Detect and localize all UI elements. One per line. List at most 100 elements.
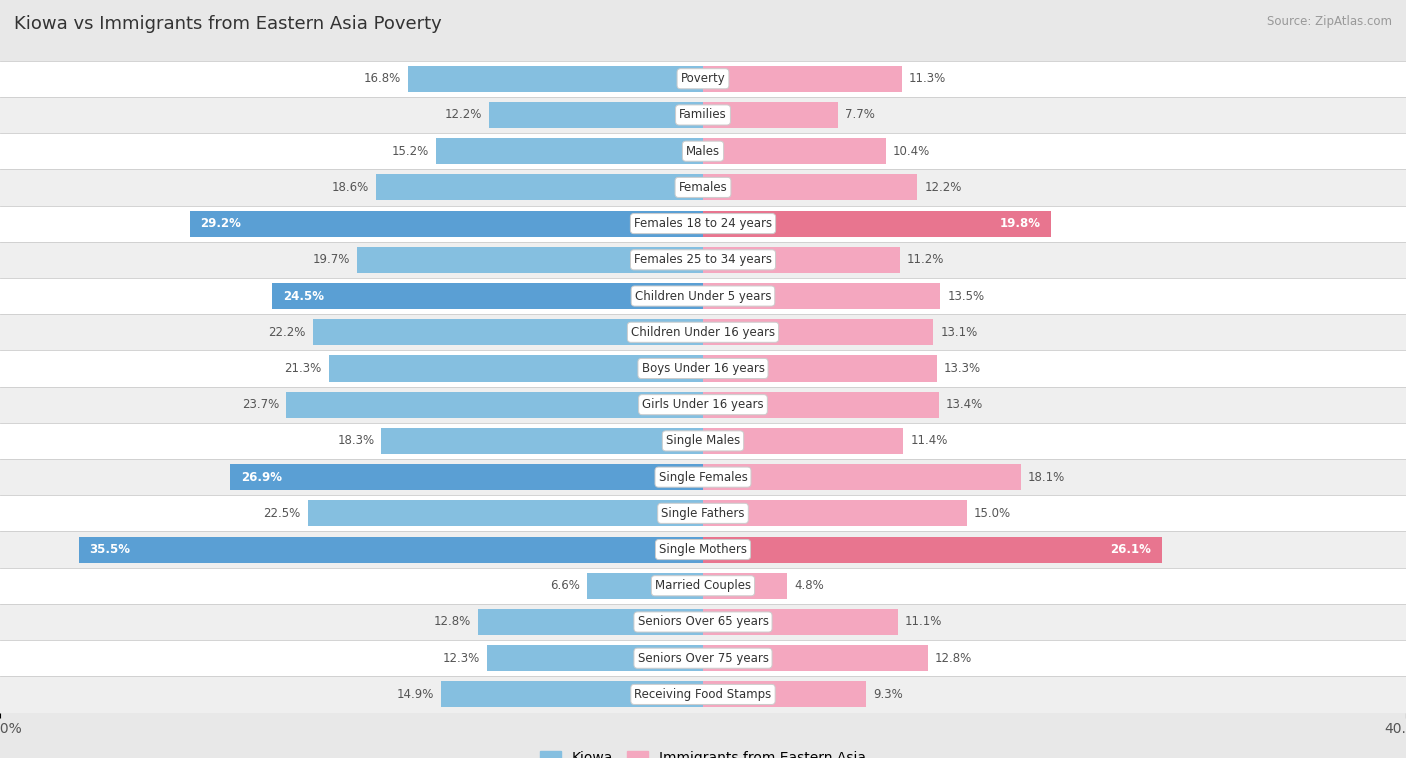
Text: Males: Males xyxy=(686,145,720,158)
Bar xyxy=(703,283,941,309)
Bar xyxy=(287,392,703,418)
Text: 12.8%: 12.8% xyxy=(434,615,471,628)
Text: 15.2%: 15.2% xyxy=(392,145,429,158)
Bar xyxy=(0,568,1406,604)
Text: 11.2%: 11.2% xyxy=(907,253,945,266)
Bar xyxy=(79,537,703,562)
Text: Females 25 to 34 years: Females 25 to 34 years xyxy=(634,253,772,266)
Text: 13.4%: 13.4% xyxy=(945,398,983,411)
Text: Single Males: Single Males xyxy=(666,434,740,447)
Text: 18.1%: 18.1% xyxy=(1028,471,1066,484)
Bar xyxy=(703,392,939,418)
Text: 6.6%: 6.6% xyxy=(550,579,581,592)
Bar xyxy=(0,459,1406,495)
Bar xyxy=(357,247,703,273)
Bar xyxy=(231,464,703,490)
Text: 19.7%: 19.7% xyxy=(312,253,350,266)
Bar xyxy=(703,319,934,346)
Bar xyxy=(703,428,904,454)
Text: 24.5%: 24.5% xyxy=(283,290,323,302)
Text: Females 18 to 24 years: Females 18 to 24 years xyxy=(634,217,772,230)
Bar xyxy=(0,495,1406,531)
Text: Families: Families xyxy=(679,108,727,121)
Bar xyxy=(478,609,703,635)
Bar xyxy=(0,676,1406,713)
Text: Single Mothers: Single Mothers xyxy=(659,543,747,556)
Text: 14.9%: 14.9% xyxy=(396,688,434,701)
Bar xyxy=(0,604,1406,640)
Text: 13.3%: 13.3% xyxy=(943,362,981,375)
Text: Single Fathers: Single Fathers xyxy=(661,507,745,520)
Bar xyxy=(0,314,1406,350)
Bar xyxy=(0,61,1406,97)
Text: Females: Females xyxy=(679,181,727,194)
Text: 26.9%: 26.9% xyxy=(240,471,281,484)
Bar xyxy=(0,387,1406,423)
Text: 10.4%: 10.4% xyxy=(893,145,929,158)
Bar xyxy=(441,681,703,707)
Text: Seniors Over 65 years: Seniors Over 65 years xyxy=(637,615,769,628)
Text: 12.8%: 12.8% xyxy=(935,652,972,665)
Bar xyxy=(0,640,1406,676)
Text: 7.7%: 7.7% xyxy=(845,108,875,121)
Bar xyxy=(703,356,936,381)
Text: 23.7%: 23.7% xyxy=(242,398,280,411)
Text: Children Under 5 years: Children Under 5 years xyxy=(634,290,772,302)
Text: 12.3%: 12.3% xyxy=(443,652,479,665)
Text: 19.8%: 19.8% xyxy=(1000,217,1040,230)
Bar xyxy=(0,242,1406,278)
Text: 11.4%: 11.4% xyxy=(911,434,948,447)
Text: 4.8%: 4.8% xyxy=(794,579,824,592)
Text: Single Females: Single Females xyxy=(658,471,748,484)
Bar xyxy=(0,97,1406,133)
Text: Kiowa vs Immigrants from Eastern Asia Poverty: Kiowa vs Immigrants from Eastern Asia Po… xyxy=(14,15,441,33)
Bar xyxy=(0,350,1406,387)
Text: Poverty: Poverty xyxy=(681,72,725,85)
Bar xyxy=(273,283,703,309)
Text: 13.1%: 13.1% xyxy=(941,326,977,339)
Text: 9.3%: 9.3% xyxy=(873,688,903,701)
Text: 21.3%: 21.3% xyxy=(284,362,322,375)
Bar xyxy=(489,102,703,128)
Bar xyxy=(703,247,900,273)
Bar xyxy=(0,169,1406,205)
Bar xyxy=(703,500,967,526)
Bar xyxy=(314,319,703,346)
Text: 22.5%: 22.5% xyxy=(263,507,301,520)
Bar xyxy=(408,66,703,92)
Text: Girls Under 16 years: Girls Under 16 years xyxy=(643,398,763,411)
Text: Receiving Food Stamps: Receiving Food Stamps xyxy=(634,688,772,701)
Bar xyxy=(703,573,787,599)
Text: 11.3%: 11.3% xyxy=(908,72,946,85)
Bar xyxy=(0,423,1406,459)
Bar xyxy=(703,537,1161,562)
Bar xyxy=(703,645,928,672)
Text: 13.5%: 13.5% xyxy=(948,290,984,302)
Bar xyxy=(703,102,838,128)
Text: 12.2%: 12.2% xyxy=(925,181,962,194)
Text: Married Couples: Married Couples xyxy=(655,579,751,592)
Bar xyxy=(381,428,703,454)
Text: 35.5%: 35.5% xyxy=(90,543,131,556)
Text: 18.3%: 18.3% xyxy=(337,434,374,447)
Bar xyxy=(190,211,703,236)
Bar xyxy=(703,464,1021,490)
Bar xyxy=(0,531,1406,568)
Bar xyxy=(703,174,917,200)
Legend: Kiowa, Immigrants from Eastern Asia: Kiowa, Immigrants from Eastern Asia xyxy=(534,746,872,758)
Bar xyxy=(308,500,703,526)
Bar xyxy=(703,609,898,635)
Bar xyxy=(0,205,1406,242)
Text: 12.2%: 12.2% xyxy=(444,108,481,121)
Text: 11.1%: 11.1% xyxy=(905,615,942,628)
Text: 29.2%: 29.2% xyxy=(201,217,242,230)
Bar xyxy=(703,138,886,164)
Text: 18.6%: 18.6% xyxy=(332,181,368,194)
Bar xyxy=(486,645,703,672)
Bar xyxy=(588,573,703,599)
Bar xyxy=(703,211,1052,236)
Bar xyxy=(436,138,703,164)
Text: 26.1%: 26.1% xyxy=(1111,543,1152,556)
Text: 16.8%: 16.8% xyxy=(364,72,401,85)
Bar xyxy=(0,278,1406,314)
